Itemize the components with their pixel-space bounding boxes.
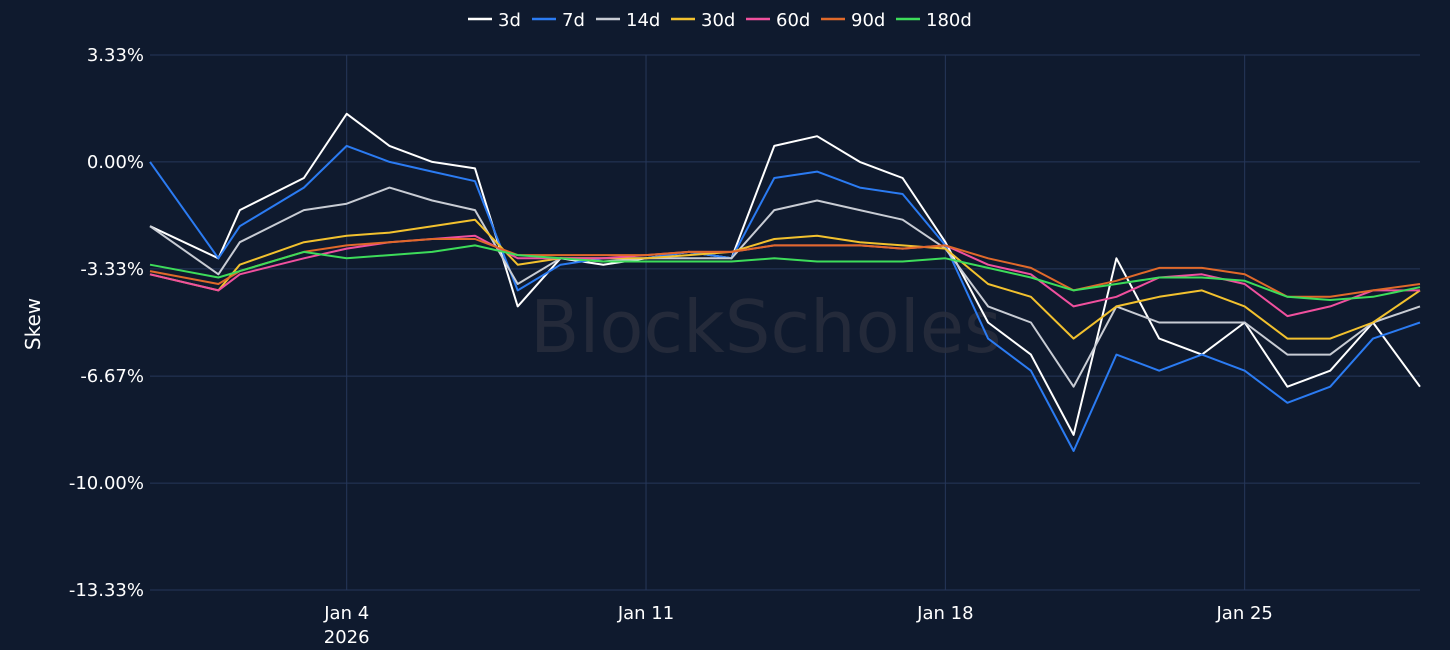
x-tick-label: Jan 4 [323, 603, 369, 624]
legend-item-180d[interactable]: 180d [896, 10, 972, 31]
legend-label: 90d [851, 10, 885, 31]
series-line-14d [149, 186, 1421, 388]
y-tick-label: -10.00% [69, 473, 144, 494]
x-tick-label: Jan 25 [1215, 603, 1272, 624]
legend-item-14d[interactable]: 14d [596, 10, 660, 31]
legend-label: 60d [776, 10, 810, 31]
legend-item-90d[interactable]: 90d [821, 10, 885, 31]
legend-item-30d[interactable]: 30d [671, 10, 735, 31]
legend-label: 3d [498, 10, 521, 31]
x-tick-label: Jan 11 [617, 603, 674, 624]
x-tick-sublabel: 2026 [324, 627, 370, 648]
series-line-180d [149, 244, 1421, 301]
series-line-30d [149, 218, 1421, 340]
y-axis-ticks: 3.33% 0.00% -3.33% -6.67% -10.00% -13.33% [69, 45, 144, 601]
legend-item-60d[interactable]: 60d [746, 10, 810, 31]
x-axis-ticks: Jan 4 2026 Jan 11 Jan 18 Jan 25 [323, 603, 1273, 648]
legend-label: 30d [701, 10, 735, 31]
y-tick-label: 0.00% [87, 152, 144, 173]
legend[interactable]: 3d 7d 14d 30d 60d 90d 180d [468, 10, 972, 31]
legend-item-7d[interactable]: 7d [532, 10, 585, 31]
series-line-90d [149, 238, 1421, 298]
y-axis-title: Skew [21, 298, 45, 350]
y-tick-label: -3.33% [80, 259, 144, 280]
x-tick-label: Jan 18 [916, 603, 973, 624]
legend-label: 7d [562, 10, 585, 31]
y-tick-label: -6.67% [80, 366, 144, 387]
legend-item-3d[interactable]: 3d [468, 10, 521, 31]
legend-label: 180d [926, 10, 972, 31]
series-lines [149, 112, 1421, 452]
legend-label: 14d [626, 10, 660, 31]
series-line-7d [149, 144, 1421, 452]
series-line-3d [149, 112, 1421, 436]
y-tick-label: 3.33% [87, 45, 144, 66]
y-tick-label: -13.33% [69, 580, 144, 601]
grid-lines [150, 54, 1420, 591]
watermark: BlockScholes [530, 285, 1002, 369]
